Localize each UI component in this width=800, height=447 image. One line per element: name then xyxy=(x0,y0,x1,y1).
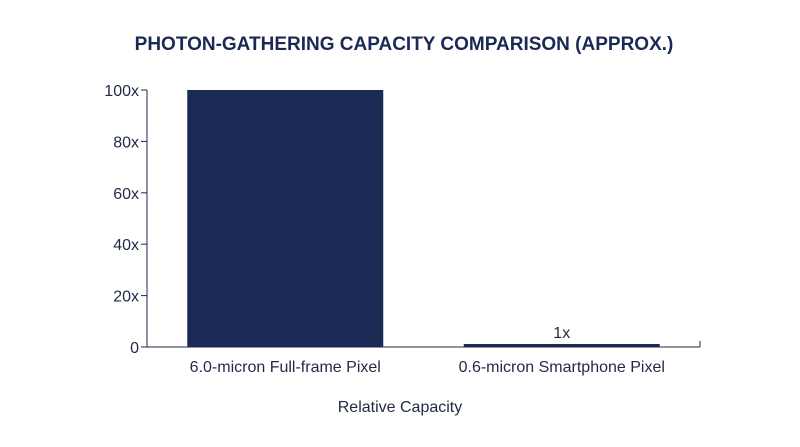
x-tick-label: 0.6-micron Smartphone Pixel xyxy=(459,359,665,376)
y-axis: 0 20x 40x 60x 80x 100x xyxy=(104,83,148,357)
data-labels: 1x xyxy=(553,325,570,342)
data-label: 1x xyxy=(553,325,570,342)
chart-title: PHOTON-GATHERING CAPACITY COMPARISON (AP… xyxy=(135,34,674,55)
bar xyxy=(463,344,660,347)
x-tick-label: 6.0-micron Full-frame Pixel xyxy=(190,359,381,376)
y-tick-label: 20x xyxy=(113,289,139,306)
y-tick-label: 0 xyxy=(130,340,139,357)
bars xyxy=(187,90,660,347)
y-tick-label: 60x xyxy=(113,186,139,203)
x-axis-label: Relative Capacity xyxy=(338,399,463,416)
y-tick-label: 100x xyxy=(104,83,139,100)
y-tick-label: 40x xyxy=(113,237,139,254)
y-tick-label: 80x xyxy=(113,134,139,151)
bar xyxy=(187,90,384,347)
category-labels: 6.0-micron Full-frame Pixel 0.6-micron Sm… xyxy=(190,359,665,376)
